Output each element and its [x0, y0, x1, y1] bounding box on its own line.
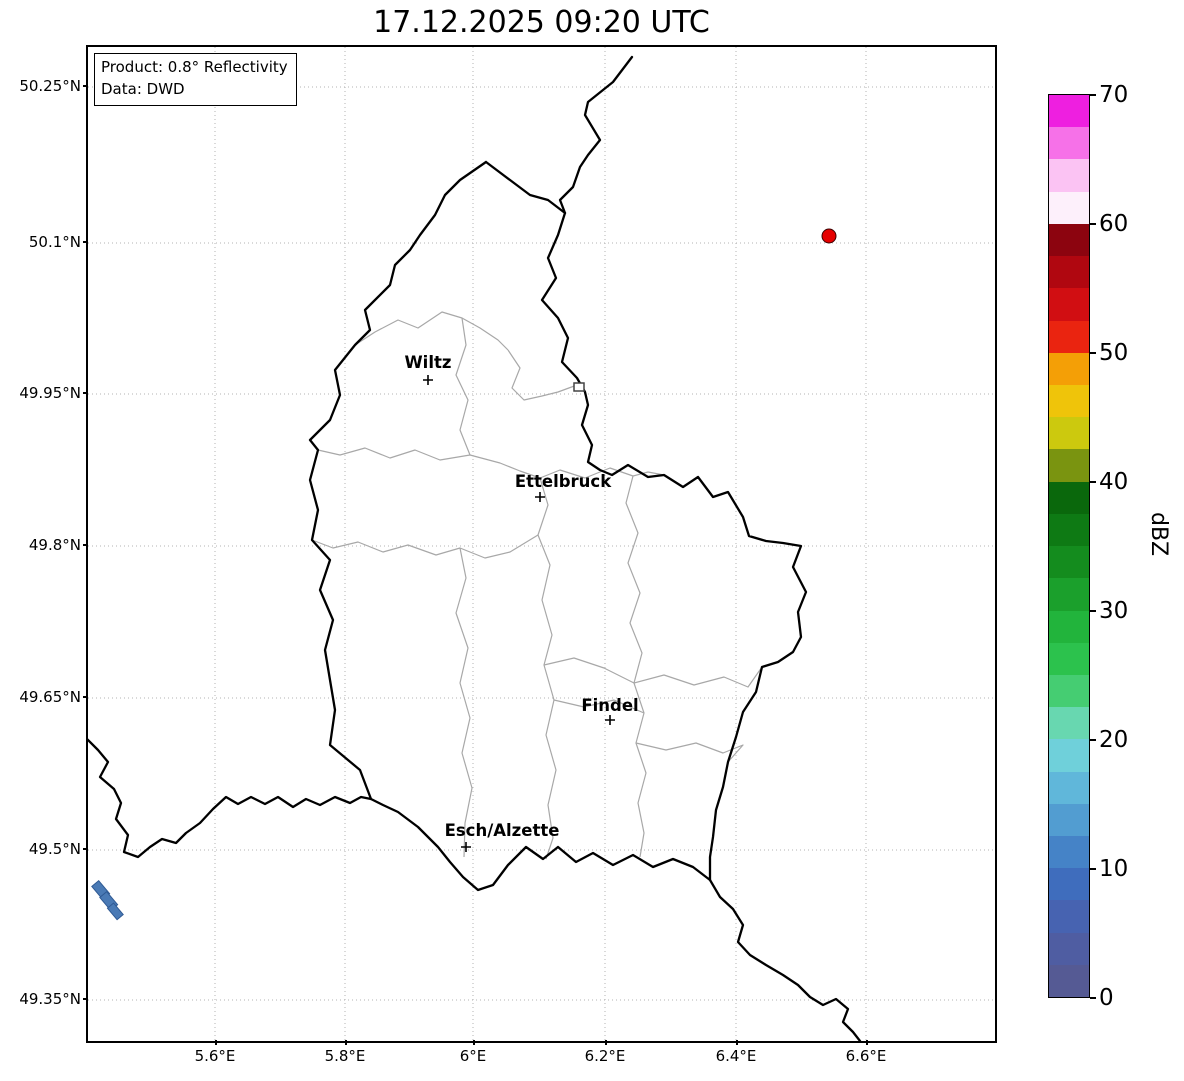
colorbar-tick-0: 0	[1090, 986, 1159, 1010]
ettelbruck-marker	[535, 492, 545, 502]
lat-tick-49-8: 49.8°N	[0, 536, 88, 554]
colorbar-band	[1049, 707, 1089, 740]
city-markers	[423, 375, 615, 852]
site-marker	[573, 382, 585, 392]
colorbar-band	[1049, 674, 1089, 708]
colorbar-tick-20: 20	[1090, 728, 1159, 752]
lat-tick-50-1: 50.1°N	[0, 233, 88, 251]
radar-echo	[91, 879, 124, 921]
map-canvas: Wiltz Ettelbruck Findel Esch/Alzette	[88, 47, 995, 1041]
colorbar-band	[1049, 932, 1089, 965]
colorbar-band	[1049, 417, 1089, 450]
canton-borders	[311, 311, 763, 860]
colorbar-unit-label: dBZ	[1146, 512, 1171, 557]
colorbar-band	[1049, 868, 1089, 901]
city-labels: Wiltz Ettelbruck Findel Esch/Alzette	[404, 353, 638, 840]
lat-tick-49-65: 49.65°N	[0, 688, 88, 706]
lon-tick-6-4: 6.4°E	[696, 1040, 776, 1065]
colorbar-tick-30: 30	[1090, 599, 1159, 623]
colorbar-band	[1049, 191, 1089, 224]
colorbar-band	[1049, 384, 1089, 418]
wiltz-label: Wiltz	[404, 353, 451, 372]
colorbar-tick-70: 70	[1090, 83, 1159, 107]
france-germany-border	[708, 878, 862, 1041]
country-borders	[88, 55, 862, 1041]
ettelbruck-label: Ettelbruck	[515, 472, 612, 491]
wiltz-marker	[423, 375, 433, 385]
product-info-box: Product: 0.8° Reflectivity Data: DWD	[94, 53, 297, 106]
colorbar-band	[1049, 642, 1089, 675]
france-belgium-border	[88, 738, 373, 859]
colorbar-band	[1049, 127, 1089, 160]
colorbar-band	[1049, 513, 1089, 547]
colorbar-band	[1049, 481, 1089, 514]
findel-label: Findel	[581, 696, 638, 715]
colorbar-band	[1049, 771, 1089, 804]
luxembourg-border	[308, 160, 808, 892]
colorbar-band	[1049, 320, 1089, 353]
colorbar-tick-50: 50	[1090, 341, 1159, 365]
lat-tick-49-5: 49.5°N	[0, 840, 88, 858]
radar-location-dot	[821, 228, 837, 244]
colorbar-band	[1049, 95, 1089, 128]
lat-tick-49-35: 49.35°N	[0, 990, 88, 1008]
colorbar-band	[1049, 288, 1089, 321]
lat-tick-50-25: 50.25°N	[0, 77, 88, 95]
map-plot-area: Wiltz Ettelbruck Findel Esch/Alzette Pro…	[86, 45, 997, 1043]
colorbar-gradient	[1048, 94, 1090, 998]
colorbar-band	[1049, 964, 1089, 998]
colorbar-band	[1049, 159, 1089, 192]
graticule-gridlines	[88, 47, 995, 1041]
esch-alzette-marker	[461, 842, 471, 852]
colorbar-band	[1049, 900, 1089, 933]
data-source-line: Data: DWD	[101, 79, 185, 98]
lat-tick-49-95: 49.95°N	[0, 384, 88, 402]
lon-tick-6: 6°E	[433, 1040, 513, 1065]
colorbar-tick-10: 10	[1090, 857, 1159, 881]
lon-tick-5-6: 5.6°E	[175, 1040, 255, 1065]
colorbar-band	[1049, 610, 1089, 643]
findel-marker	[605, 715, 615, 725]
lon-tick-5-8: 5.8°E	[305, 1040, 385, 1065]
colorbar-band	[1049, 578, 1089, 611]
product-info-line: Product: 0.8° Reflectivity	[101, 58, 288, 76]
belgium-germany-border	[558, 55, 634, 215]
colorbar-tick-40: 40	[1090, 470, 1159, 494]
colorbar-band	[1049, 256, 1089, 289]
lon-tick-6-2: 6.2°E	[565, 1040, 645, 1065]
colorbar-band	[1049, 836, 1089, 869]
colorbar-band	[1049, 739, 1089, 772]
colorbar-band	[1049, 803, 1089, 837]
colorbar-band	[1049, 352, 1089, 385]
colorbar-band	[1049, 223, 1089, 257]
colorbar-band	[1049, 546, 1089, 579]
esch-alzette-label: Esch/Alzette	[445, 821, 560, 840]
plot-title: 17.12.2025 09:20 UTC	[373, 5, 710, 40]
colorbar-tick-60: 60	[1090, 212, 1159, 236]
lon-tick-6-6: 6.6°E	[826, 1040, 906, 1065]
colorbar-band	[1049, 449, 1089, 482]
